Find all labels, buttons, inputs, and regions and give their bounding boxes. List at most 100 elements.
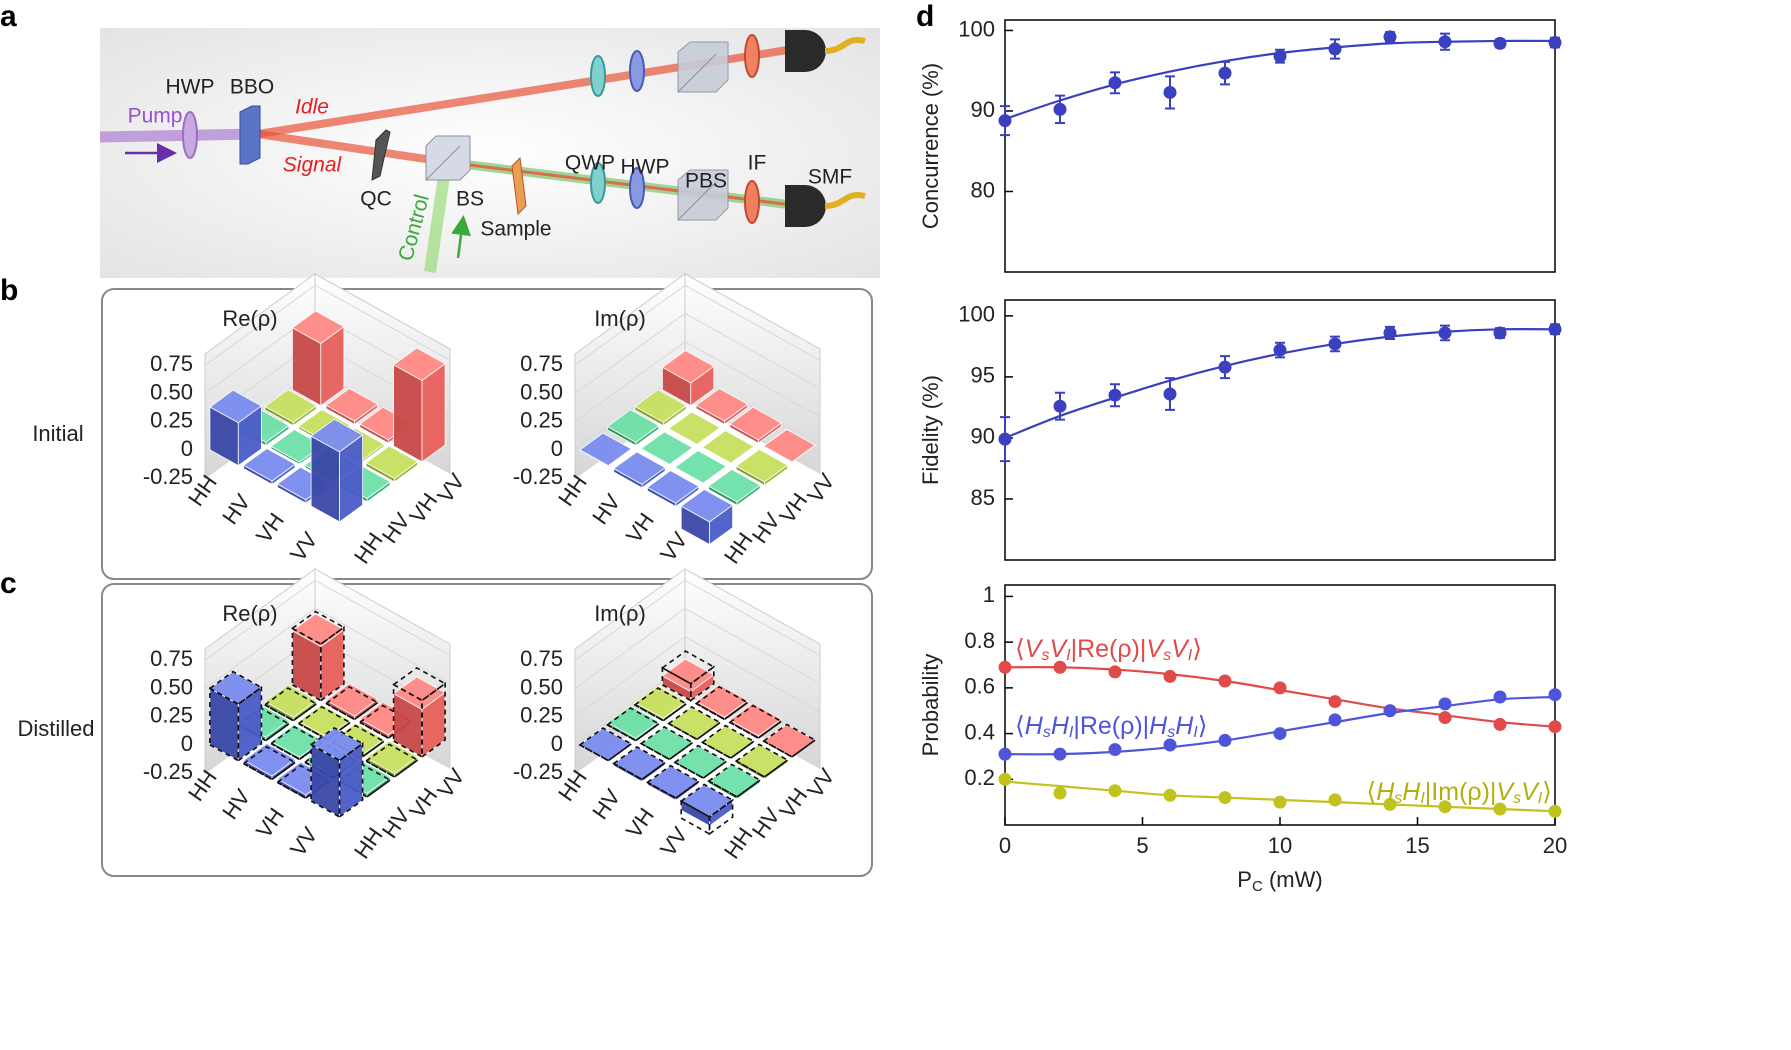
bar-bar-top-face [264, 389, 318, 423]
ideal-bar-front-face [338, 742, 364, 819]
bar-bar-top-face [612, 451, 666, 485]
ideal-bar-left-face [392, 683, 423, 759]
annotation-part: I [1066, 647, 1071, 664]
plot-title: Re(ρ) [222, 306, 277, 331]
annotation-part: I [1538, 790, 1543, 807]
annotation-part: s [1513, 790, 1521, 807]
setup: HWP BBO Pump Idle Signal QC BS Control S… [99, 28, 880, 278]
annotation-part: I [1420, 790, 1425, 807]
pump-beam [99, 128, 259, 143]
bar-bar-top-face [365, 445, 419, 479]
y-axis-label: Fidelity (%) [918, 375, 943, 485]
label: QWP [565, 152, 615, 175]
ideal-bar-top-face [364, 743, 420, 778]
label: Sample [480, 218, 551, 241]
annotation-part: I [1188, 647, 1193, 664]
plot-title: Im(ρ) [594, 601, 646, 626]
annotation-part: s [1041, 647, 1049, 664]
marker [1438, 326, 1452, 340]
z-tick-label: 0 [181, 731, 193, 756]
ideal-bar-front-face [360, 740, 385, 759]
bbo [239, 105, 261, 165]
ideal-bar-top-face [707, 763, 762, 798]
marker [1053, 399, 1067, 413]
signal-beam [257, 130, 447, 166]
marker [1163, 85, 1177, 99]
bar-bar-top-face [606, 409, 660, 443]
sample [511, 156, 527, 216]
if [744, 180, 760, 224]
ideal-bar-front-face [708, 798, 734, 836]
row-tick-label: VH [621, 508, 659, 547]
if [744, 34, 760, 78]
panel-frame [101, 583, 873, 877]
ideal-bar-top-face [263, 687, 318, 722]
ideal-bar-front-face [757, 720, 782, 739]
ideal-bar-front-face [736, 779, 761, 798]
bar-bar-top-face [661, 350, 715, 384]
ideal-bar-front-face [696, 721, 721, 741]
ideal-bar-front-face [271, 761, 296, 781]
marker [1438, 711, 1452, 725]
x-tick-label: 10 [1268, 833, 1292, 858]
qc [371, 129, 391, 181]
row-tick-label: VH [251, 803, 289, 842]
z-tick-label: 0.50 [520, 674, 563, 699]
ideal-bar-front-face [354, 701, 379, 721]
bar-bar-top-face [695, 684, 749, 718]
annotation-part: H [1051, 712, 1070, 740]
ideal-bar-top-face [639, 725, 695, 761]
ideal-bar-top-face [392, 666, 447, 702]
marker [1548, 322, 1562, 336]
ideal-bar-front-face [421, 682, 446, 759]
y-tick-label: 0.6 [964, 674, 995, 699]
annotation-part: V [1049, 635, 1068, 663]
hwp [629, 167, 645, 209]
detector [785, 185, 826, 227]
qwp [590, 55, 606, 97]
annotation-part: H [1402, 778, 1421, 806]
grid-line [574, 312, 821, 394]
marker [998, 114, 1012, 128]
marker [1383, 30, 1397, 44]
ideal-bar-top-face [578, 727, 633, 762]
row-tick-label: VV [285, 822, 322, 861]
z-tick-label: 0 [181, 436, 193, 461]
annotation: ⟨HsHI|Im(ρ)|VsVI⟩ [1366, 778, 1552, 808]
ideal-bar-top-face [358, 704, 413, 740]
y-tick-label: 100 [958, 302, 995, 327]
marker [1053, 786, 1067, 800]
y-axis-label: Concurrence (%) [918, 63, 943, 229]
bar-bar-top-face [634, 389, 688, 423]
row-tick-label: HV [217, 489, 255, 529]
row-tick-label: VH [621, 803, 659, 842]
bar-bar-top-face [291, 310, 345, 344]
ideal-bar-top-face [290, 610, 346, 646]
z-tick-label: 0.25 [520, 408, 563, 433]
marker [1108, 784, 1122, 798]
bar-bar-top-face [325, 683, 379, 717]
ideal-bar-top-face [679, 783, 735, 818]
ideal-bar-front-face [662, 703, 687, 722]
arrow [451, 215, 471, 259]
marker [1163, 669, 1177, 683]
row-tick-label: VH [251, 508, 289, 547]
label: BBO [230, 76, 274, 99]
marker [1328, 713, 1342, 727]
z-tick-label: -0.25 [513, 759, 563, 784]
ideal-bar-top-face [633, 687, 688, 722]
bar-bar-top-face [634, 685, 688, 719]
label: QC [360, 188, 392, 211]
bar-bar-top-face [674, 450, 728, 484]
z-tick-label: 0.25 [150, 703, 193, 728]
marker [1493, 690, 1507, 704]
ideal-bar-top-face [694, 685, 750, 721]
marker [1383, 704, 1397, 718]
marker [1053, 102, 1067, 116]
grid-line [574, 636, 821, 718]
bar-bar-left-face [393, 364, 423, 463]
y-tick-label: 95 [971, 363, 995, 388]
ideal-bar-front-face [702, 760, 727, 779]
annotation-part: H [1376, 778, 1395, 806]
